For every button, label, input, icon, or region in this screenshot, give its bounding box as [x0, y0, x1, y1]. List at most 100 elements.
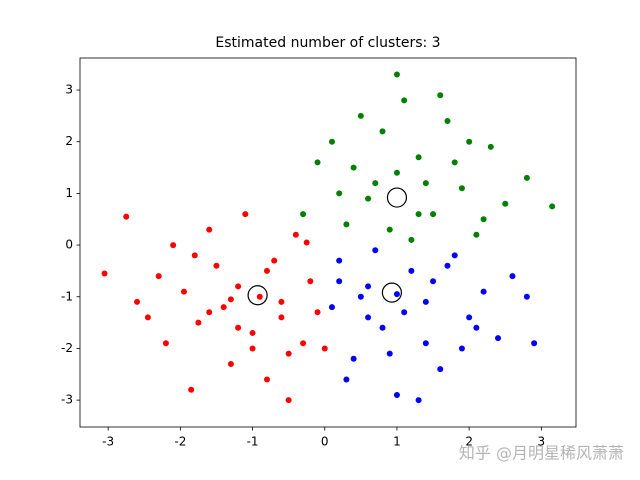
point	[415, 154, 422, 161]
point	[502, 200, 509, 207]
point	[213, 262, 220, 269]
y-tick-label: 3	[65, 83, 73, 97]
y-tick-label: -3	[61, 393, 73, 407]
point	[220, 304, 227, 311]
point	[437, 366, 444, 373]
point	[321, 345, 328, 352]
point	[451, 159, 458, 166]
point	[480, 216, 487, 223]
point	[206, 226, 213, 233]
point	[379, 324, 386, 331]
point	[437, 92, 444, 99]
point	[144, 314, 151, 321]
point	[444, 262, 451, 269]
chart-title: Estimated number of clusters: 3	[215, 35, 440, 51]
point	[408, 267, 415, 274]
point	[343, 376, 350, 383]
x-tick-label: 2	[465, 435, 473, 449]
point	[365, 314, 372, 321]
point	[422, 298, 429, 305]
x-tick-label: 1	[393, 435, 401, 449]
point	[191, 252, 198, 259]
y-tick-label: -1	[61, 289, 73, 303]
point	[415, 211, 422, 218]
point	[188, 386, 195, 393]
point	[415, 397, 422, 404]
point	[328, 304, 335, 311]
point	[393, 169, 400, 176]
point	[523, 174, 530, 181]
point	[393, 291, 400, 298]
point	[408, 236, 415, 243]
point	[393, 391, 400, 398]
point	[480, 288, 487, 295]
y-tick-label: -2	[61, 341, 73, 355]
point	[314, 159, 321, 166]
point	[430, 211, 437, 218]
point	[206, 309, 213, 316]
point	[249, 345, 256, 352]
watermark: 知乎 @月明星稀风萧萧	[459, 444, 624, 463]
point	[336, 278, 343, 285]
point	[263, 267, 270, 274]
point	[422, 180, 429, 187]
point	[357, 112, 364, 119]
point	[422, 340, 429, 347]
point	[300, 211, 307, 218]
point	[314, 309, 321, 316]
point	[285, 397, 292, 404]
point	[451, 252, 458, 259]
point	[278, 314, 285, 321]
point	[336, 190, 343, 197]
y-tick-label: 0	[65, 238, 73, 252]
point	[256, 293, 263, 300]
point	[458, 185, 465, 192]
point	[350, 355, 357, 362]
point	[549, 203, 556, 210]
point	[466, 138, 473, 145]
point	[531, 340, 538, 347]
x-tick-label: -2	[174, 435, 186, 449]
y-tick-label: 2	[65, 134, 73, 148]
point	[357, 293, 364, 300]
point	[473, 231, 480, 238]
plot-frame	[79, 57, 577, 428]
point	[307, 278, 314, 285]
x-tick-label: 0	[321, 435, 329, 449]
point	[271, 257, 278, 264]
point	[386, 350, 393, 357]
point	[227, 360, 234, 367]
point	[444, 118, 451, 125]
point	[292, 231, 299, 238]
cluster-center	[247, 285, 268, 306]
point	[401, 97, 408, 104]
point	[285, 350, 292, 357]
point	[365, 283, 372, 290]
cluster-center	[386, 187, 408, 208]
point	[227, 296, 234, 303]
point	[336, 257, 343, 264]
point	[162, 340, 169, 347]
point	[303, 239, 310, 246]
point	[487, 143, 494, 150]
point	[350, 164, 357, 171]
point	[365, 195, 372, 202]
point	[343, 221, 350, 228]
point	[180, 288, 187, 295]
point	[123, 213, 130, 220]
point	[495, 335, 502, 342]
point	[393, 71, 400, 78]
point	[101, 270, 108, 277]
point	[155, 273, 162, 280]
point	[386, 226, 393, 233]
point	[401, 309, 408, 316]
cluster-center	[381, 282, 402, 303]
point	[509, 273, 516, 280]
point	[249, 329, 256, 336]
point	[170, 242, 177, 249]
point	[379, 128, 386, 135]
point	[195, 319, 202, 326]
point	[458, 345, 465, 352]
x-tick-label: -1	[247, 435, 259, 449]
